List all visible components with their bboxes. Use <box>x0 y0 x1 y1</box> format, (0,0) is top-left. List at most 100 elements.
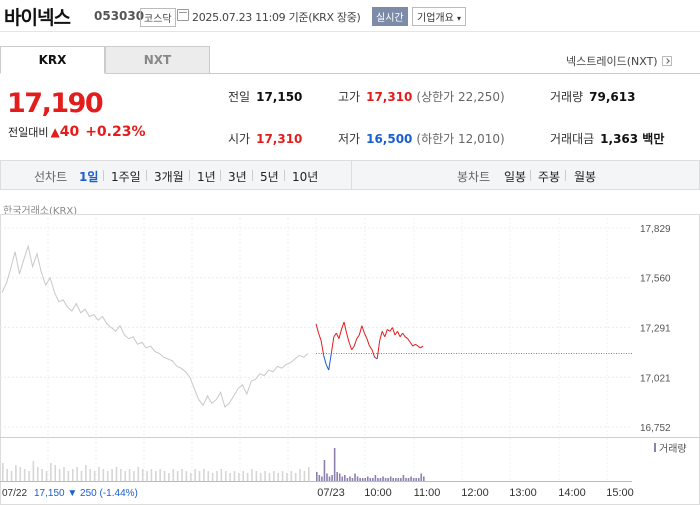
volume-bar <box>286 473 288 481</box>
volume-bar <box>281 471 284 481</box>
today-series-segment <box>407 338 411 343</box>
prev-day-close: 17,150 ▼ 250 (-1.44%) <box>34 488 138 499</box>
stock-header: 바이넥스 053030 코스닥 2025.07.23 11:09 기준(KRX … <box>0 0 700 32</box>
volume-bar <box>394 478 397 481</box>
volume-bar <box>93 471 96 481</box>
stat-high: 고가 17,310 (상한가 22,250) <box>338 90 505 104</box>
today-series-segment <box>404 336 409 340</box>
period-1y[interactable]: 1년 <box>197 170 216 184</box>
volume-bar <box>412 478 415 481</box>
today-series-segment <box>371 349 376 358</box>
today-series-segment <box>353 338 358 347</box>
volume-bar <box>181 469 183 481</box>
volume-bar <box>58 469 61 481</box>
volume-bar <box>316 472 318 481</box>
volume-bar <box>124 471 126 481</box>
volume-bar <box>189 473 192 481</box>
today-series-segment <box>391 327 396 336</box>
today-series-segment <box>343 321 348 334</box>
volume-bar <box>229 473 231 481</box>
divider <box>351 161 352 189</box>
prev-day-series-line <box>1 244 309 408</box>
volume-bar <box>255 471 258 481</box>
today-series-segment <box>369 345 373 351</box>
volume-bar <box>354 473 356 481</box>
volume-bar <box>361 478 364 481</box>
prev-day-date: 07/22 <box>2 488 27 499</box>
volume-bar <box>318 475 321 481</box>
stat-low: 저가 16,500 (하한가 12,010) <box>338 132 505 146</box>
volume-bar <box>45 471 48 481</box>
period-3y[interactable]: 3년 <box>228 170 247 184</box>
volume-bar <box>172 469 175 481</box>
volume-bar <box>328 476 331 481</box>
y-tick-label: 17,291 <box>640 323 671 334</box>
x-tick-label: 13:00 <box>509 487 537 499</box>
realtime-button[interactable]: 실시간 <box>372 7 408 26</box>
company-info-dropdown[interactable]: 기업개요 ▾ <box>412 7 467 26</box>
tab-krx[interactable]: KRX <box>0 46 105 74</box>
today-series-segment <box>387 329 391 332</box>
volume-bar <box>331 475 333 481</box>
volume-bar <box>198 471 201 481</box>
divider <box>530 170 531 181</box>
nxt-link[interactable]: 넥스트레이드(NXT) <box>566 53 672 69</box>
volume-bar <box>98 467 100 481</box>
period-1w[interactable]: 1주일 <box>111 170 141 184</box>
volume-bar <box>67 471 70 481</box>
volume-bar <box>336 472 338 481</box>
y-tick-label: 17,829 <box>640 224 671 235</box>
chart-frame <box>0 214 700 505</box>
candle-chart-label: 봉차트 <box>457 170 491 184</box>
volume-bar <box>19 467 22 481</box>
volume-bar <box>10 471 13 481</box>
today-series-segment <box>338 329 342 339</box>
volume-bar <box>384 478 387 481</box>
volume-bar <box>410 476 412 481</box>
volume-bar <box>420 473 423 481</box>
y-tick-label: 17,560 <box>640 274 671 285</box>
volume-bar <box>308 467 310 481</box>
volume-bar <box>277 473 279 481</box>
change-label: 전일대비 <box>8 126 49 139</box>
volume-bar <box>238 473 240 481</box>
volume-bar <box>397 478 400 481</box>
price-change: 전일대비 ▲40 +0.23% <box>8 124 146 140</box>
volume-bar <box>417 478 420 481</box>
volume-bar <box>326 473 328 481</box>
volume-bar <box>407 478 410 481</box>
market-badge: 코스닥 <box>140 8 176 27</box>
candle-daily[interactable]: 일봉 <box>504 170 527 184</box>
stat-amount: 거래대금 1,363 백만 <box>550 132 665 146</box>
period-1d[interactable]: 1일 <box>79 170 99 184</box>
volume-bar <box>23 469 26 481</box>
volume-bar <box>207 471 210 481</box>
volume-bar <box>111 469 113 481</box>
period-10y[interactable]: 10년 <box>292 170 319 184</box>
today-series-segment <box>341 321 345 330</box>
volume-bar <box>220 469 223 481</box>
today-series-segment <box>315 323 320 334</box>
volume-bar <box>28 471 30 481</box>
x-tick-label: 14:00 <box>558 487 586 499</box>
tab-nxt[interactable]: NXT <box>105 46 210 74</box>
volume-bar <box>392 478 395 481</box>
volume-bar <box>54 465 57 481</box>
volume-bar <box>6 469 8 481</box>
volume-bar <box>176 471 179 481</box>
today-series-segment <box>394 331 398 336</box>
candle-monthly[interactable]: 월봉 <box>574 170 597 184</box>
period-3m[interactable]: 3개월 <box>154 170 184 184</box>
volume-bar <box>137 467 140 481</box>
stock-name: 바이넥스 <box>4 7 71 29</box>
today-series-segment <box>325 364 330 371</box>
period-5y[interactable]: 5년 <box>260 170 279 184</box>
today-series-segment <box>412 343 416 347</box>
volume-bar <box>163 471 166 481</box>
volume-bar <box>423 476 425 481</box>
volume-bar <box>251 469 253 481</box>
up-triangle-icon: ▲ <box>50 125 60 139</box>
volume-bar <box>36 467 39 481</box>
candle-weekly[interactable]: 주봉 <box>538 170 561 184</box>
